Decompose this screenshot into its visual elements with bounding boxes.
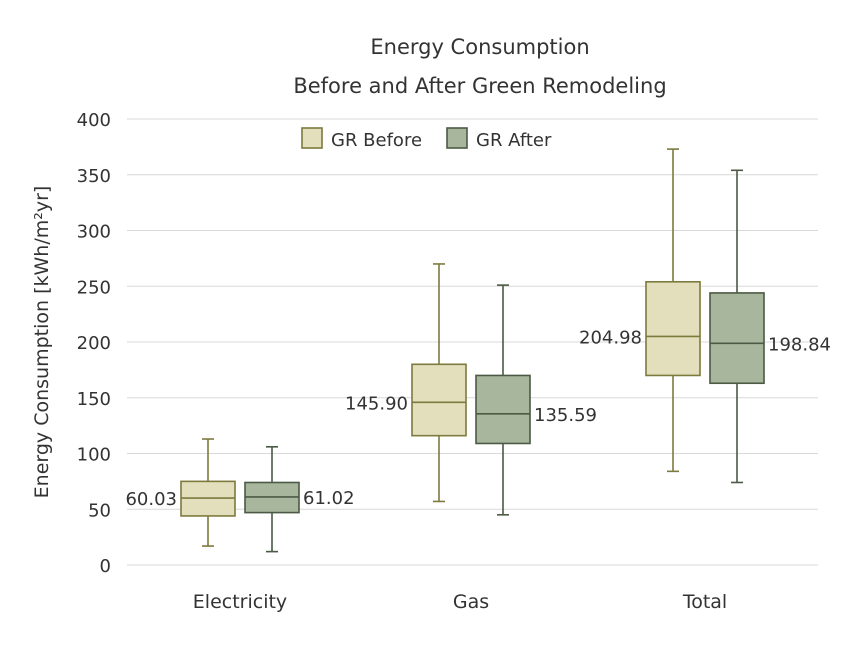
y-tick-label: 200 bbox=[77, 333, 111, 354]
chart-title: Energy Consumption bbox=[370, 35, 589, 59]
y-tick-labels: 0 50 100 150 200 250 300 350 400 bbox=[77, 110, 111, 577]
y-tick-label: 400 bbox=[77, 110, 111, 131]
box-iqr bbox=[709, 292, 765, 385]
box-layer: 60.03 145.90 204.98 61.02 135.59 198.84 bbox=[125, 148, 831, 553]
y-axis-label: Energy Consumption [kWh/m²yr] bbox=[31, 186, 53, 499]
box-after-gas: 135.59 bbox=[475, 284, 597, 516]
median-label: 198.84 bbox=[768, 334, 831, 355]
y-tick-label: 150 bbox=[77, 389, 111, 410]
legend-swatch-1 bbox=[446, 127, 468, 149]
median-label: 60.03 bbox=[125, 489, 177, 510]
box-after-electricity: 61.02 bbox=[244, 446, 355, 553]
legend-swatch-0 bbox=[301, 127, 323, 149]
box-before-electricity: 60.03 bbox=[125, 438, 236, 547]
box-after-total: 198.84 bbox=[709, 169, 831, 484]
median-label: 135.59 bbox=[534, 405, 597, 426]
legend: GR Before GR After bbox=[301, 127, 552, 151]
legend-label-1: GR After bbox=[476, 130, 552, 151]
x-tick-label: Gas bbox=[453, 591, 489, 613]
x-tick-label: Electricity bbox=[193, 591, 287, 613]
median-label: 61.02 bbox=[303, 488, 355, 509]
box-iqr bbox=[645, 280, 701, 377]
median-label: 145.90 bbox=[345, 393, 408, 414]
legend-label-0: GR Before bbox=[331, 130, 422, 151]
y-tick-label: 50 bbox=[88, 500, 111, 521]
median-label: 204.98 bbox=[579, 327, 642, 348]
x-tick-labels: Electricity Gas Total bbox=[193, 591, 727, 613]
box-iqr bbox=[475, 374, 531, 445]
y-tick-label: 250 bbox=[77, 277, 111, 298]
chart-subtitle: Before and After Green Remodeling bbox=[293, 74, 666, 98]
grid-layer bbox=[127, 118, 818, 566]
box-before-gas: 145.90 bbox=[345, 263, 467, 503]
box-iqr bbox=[411, 363, 467, 437]
y-tick-label: 350 bbox=[77, 166, 111, 187]
y-tick-label: 300 bbox=[77, 222, 111, 243]
box-before-total: 204.98 bbox=[579, 148, 701, 473]
y-tick-label: 0 bbox=[100, 556, 111, 577]
x-tick-label: Total bbox=[682, 591, 727, 613]
y-tick-label: 100 bbox=[77, 445, 111, 466]
